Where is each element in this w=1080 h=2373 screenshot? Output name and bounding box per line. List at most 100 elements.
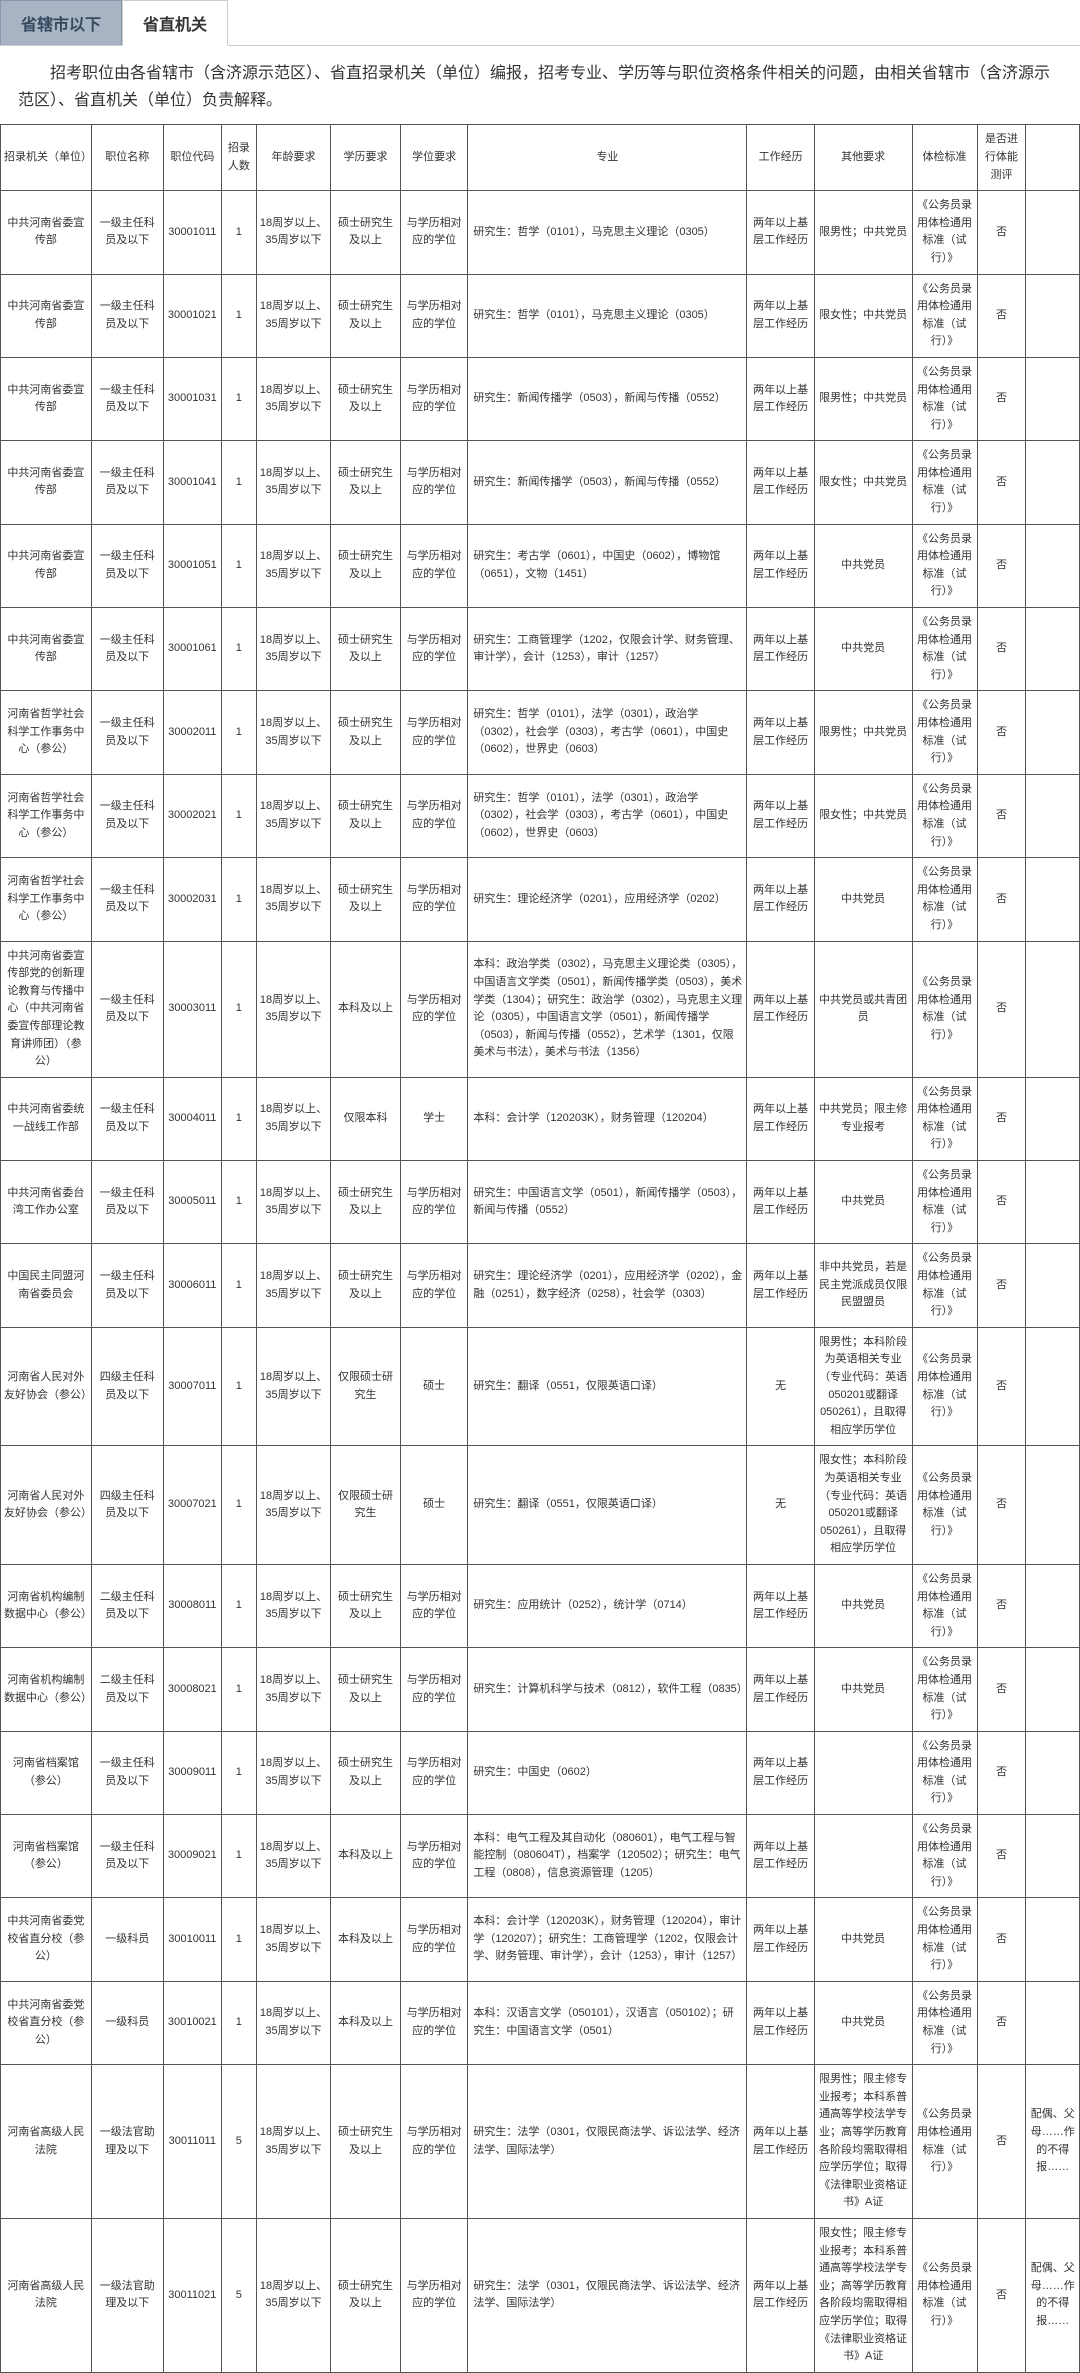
table-cell-rm [1026, 1981, 1080, 2064]
table-cell-std: 《公务员录用体检通用标准（试行）》 [912, 274, 977, 357]
table-cell-deg: 与学历相对应的学位 [400, 524, 467, 607]
table-cell-edu: 硕士研究生及以上 [331, 274, 401, 357]
table-cell-deg: 与学历相对应的学位 [400, 1244, 467, 1327]
table-cell-major: 研究生：哲学（0101），法学（0301），政治学（0302），社会学（0303… [468, 691, 747, 774]
table-cell-exp: 两年以上基层工作经历 [747, 1161, 814, 1244]
table-cell-std: 《公务员录用体检通用标准（试行）》 [912, 1327, 977, 1446]
table-cell-edu: 硕士研究生及以上 [331, 441, 401, 524]
table-cell-org: 河南省哲学社会科学工作事务中心（参公） [1, 774, 92, 857]
table-cell-code: 30001021 [163, 274, 221, 357]
table-cell-pos: 一级主任科员及以下 [91, 524, 163, 607]
table-cell-code: 30008021 [163, 1648, 221, 1731]
table-cell-deg: 与学历相对应的学位 [400, 2065, 467, 2219]
table-cell-num: 1 [221, 274, 256, 357]
table-cell-major: 研究生：法学（0301，仅限民商法学、诉讼法学、经济法学、国际法学） [468, 2065, 747, 2219]
table-cell-pt: 否 [977, 2218, 1026, 2372]
table-cell-edu: 硕士研究生及以上 [331, 1648, 401, 1731]
table-cell-code: 30001051 [163, 524, 221, 607]
table-cell-pt: 否 [977, 941, 1026, 1077]
table-cell-pos: 四级主任科员及以下 [91, 1446, 163, 1565]
page-note: 招考职位由各省辖市（含济源示范区）、省直招录机关（单位）编报，招考专业、学历等与… [0, 46, 1080, 124]
table-cell-other [814, 1815, 912, 1898]
table-cell-num: 1 [221, 441, 256, 524]
table-cell-age: 18周岁以上、35周岁以下 [256, 691, 330, 774]
table-row: 中共河南省委宣传部一级主任科员及以下30001041118周岁以上、35周岁以下… [1, 441, 1080, 524]
table-cell-code: 30005011 [163, 1161, 221, 1244]
table-cell-pos: 二级主任科员及以下 [91, 1564, 163, 1647]
table-cell-major: 本科：电气工程及其自动化（080601），电气工程与智能控制（080604T），… [468, 1815, 747, 1898]
table-cell-num: 1 [221, 1815, 256, 1898]
table-cell-other: 中共党员 [814, 1981, 912, 2064]
table-cell-code: 30010021 [163, 1981, 221, 2064]
table-cell-edu: 仅限本科 [331, 1077, 401, 1160]
table-cell-age: 18周岁以上、35周岁以下 [256, 2065, 330, 2219]
table-cell-exp: 两年以上基层工作经历 [747, 1564, 814, 1647]
tab-provincial[interactable]: 省直机关 [122, 0, 228, 46]
table-cell-rm [1026, 274, 1080, 357]
table-cell-rm [1026, 1077, 1080, 1160]
table-cell-std: 《公务员录用体检通用标准（试行）》 [912, 1564, 977, 1647]
table-cell-age: 18周岁以上、35周岁以下 [256, 1981, 330, 2064]
table-cell-deg: 与学历相对应的学位 [400, 774, 467, 857]
table-cell-other: 中共党员 [814, 1898, 912, 1981]
table-row: 中共河南省委统一战线工作部一级主任科员及以下30004011118周岁以上、35… [1, 1077, 1080, 1160]
table-cell-exp: 两年以上基层工作经历 [747, 1731, 814, 1814]
table-cell-rm [1026, 1648, 1080, 1731]
table-cell-edu: 硕士研究生及以上 [331, 1564, 401, 1647]
table-cell-rm [1026, 941, 1080, 1077]
table-row: 河南省高级人民法院一级法官助理及以下30011011518周岁以上、35周岁以下… [1, 2065, 1080, 2219]
table-cell-age: 18周岁以上、35周岁以下 [256, 1161, 330, 1244]
table-cell-std: 《公务员录用体检通用标准（试行）》 [912, 1898, 977, 1981]
table-cell-age: 18周岁以上、35周岁以下 [256, 608, 330, 691]
table-cell-org: 中共河南省委宣传部 [1, 608, 92, 691]
table-cell-pt: 否 [977, 274, 1026, 357]
table-cell-pos: 一级主任科员及以下 [91, 608, 163, 691]
table-cell-org: 河南省档案馆（参公） [1, 1815, 92, 1898]
table-cell-std: 《公务员录用体检通用标准（试行）》 [912, 1244, 977, 1327]
table-cell-age: 18周岁以上、35周岁以下 [256, 524, 330, 607]
table-cell-other: 限女性；中共党员 [814, 441, 912, 524]
table-cell-std: 《公务员录用体检通用标准（试行）》 [912, 941, 977, 1077]
table-cell-edu: 硕士研究生及以上 [331, 191, 401, 274]
table-cell-major: 研究生：翻译（0551，仅限英语口译） [468, 1327, 747, 1446]
table-cell-pos: 一级主任科员及以下 [91, 191, 163, 274]
tab-prefecture[interactable]: 省辖市以下 [0, 0, 122, 45]
table-cell-other: 限女性；限主修专业报考；本科系普通高等学校法学专业；高等学历教育各阶段均需取得相… [814, 2218, 912, 2372]
table-cell-deg: 与学历相对应的学位 [400, 1981, 467, 2064]
table-cell-other: 限男性；中共党员 [814, 191, 912, 274]
table-cell-std: 《公务员录用体检通用标准（试行）》 [912, 1731, 977, 1814]
table-cell-rm [1026, 1731, 1080, 1814]
table-row: 中国民主同盟河南省委员会一级主任科员及以下30006011118周岁以上、35周… [1, 1244, 1080, 1327]
table-cell-pos: 一级法官助理及以下 [91, 2065, 163, 2219]
table-cell-rm [1026, 858, 1080, 941]
table-cell-org: 河南省人民对外友好协会（参公） [1, 1327, 92, 1446]
table-cell-num: 1 [221, 691, 256, 774]
table-cell-major: 研究生：考古学（0601），中国史（0602），博物馆（0651），文物（145… [468, 524, 747, 607]
table-cell-major: 研究生：哲学（0101），法学（0301），政治学（0302），社会学（0303… [468, 774, 747, 857]
table-cell-org: 河南省档案馆（参公） [1, 1731, 92, 1814]
table-cell-exp: 两年以上基层工作经历 [747, 774, 814, 857]
table-cell-age: 18周岁以上、35周岁以下 [256, 774, 330, 857]
table-cell-major: 本科：汉语言文学（050101），汉语言（050102）；研究生：中国语言文学（… [468, 1981, 747, 2064]
table-cell-other: 中共党员 [814, 1564, 912, 1647]
table-cell-num: 1 [221, 1161, 256, 1244]
table-cell-edu: 硕士研究生及以上 [331, 2065, 401, 2219]
table-cell-edu: 本科及以上 [331, 1898, 401, 1981]
table-cell-num: 1 [221, 608, 256, 691]
table-cell-pt: 否 [977, 1077, 1026, 1160]
table-cell-other: 限女性；本科阶段为英语相关专业（专业代码：英语050201或翻译050261），… [814, 1446, 912, 1565]
table-cell-code: 30001031 [163, 357, 221, 440]
table-cell-major: 研究生：哲学（0101），马克思主义理论（0305） [468, 191, 747, 274]
table-row: 中共河南省委宣传部一级主任科员及以下30001051118周岁以上、35周岁以下… [1, 524, 1080, 607]
table-cell-major: 研究生：中国语言文学（0501），新闻传播学（0503），新闻与传播（0552） [468, 1161, 747, 1244]
table-cell-pt: 否 [977, 191, 1026, 274]
table-cell-code: 30002031 [163, 858, 221, 941]
table-cell-pt: 否 [977, 524, 1026, 607]
table-cell-exp: 两年以上基层工作经历 [747, 1648, 814, 1731]
table-row: 河南省档案馆（参公）一级主任科员及以下30009021118周岁以上、35周岁以… [1, 1815, 1080, 1898]
table-cell-rm [1026, 1244, 1080, 1327]
table-cell-pt: 否 [977, 441, 1026, 524]
table-cell-pos: 一级主任科员及以下 [91, 1815, 163, 1898]
table-cell-std: 《公务员录用体检通用标准（试行）》 [912, 691, 977, 774]
table-cell-age: 18周岁以上、35周岁以下 [256, 441, 330, 524]
